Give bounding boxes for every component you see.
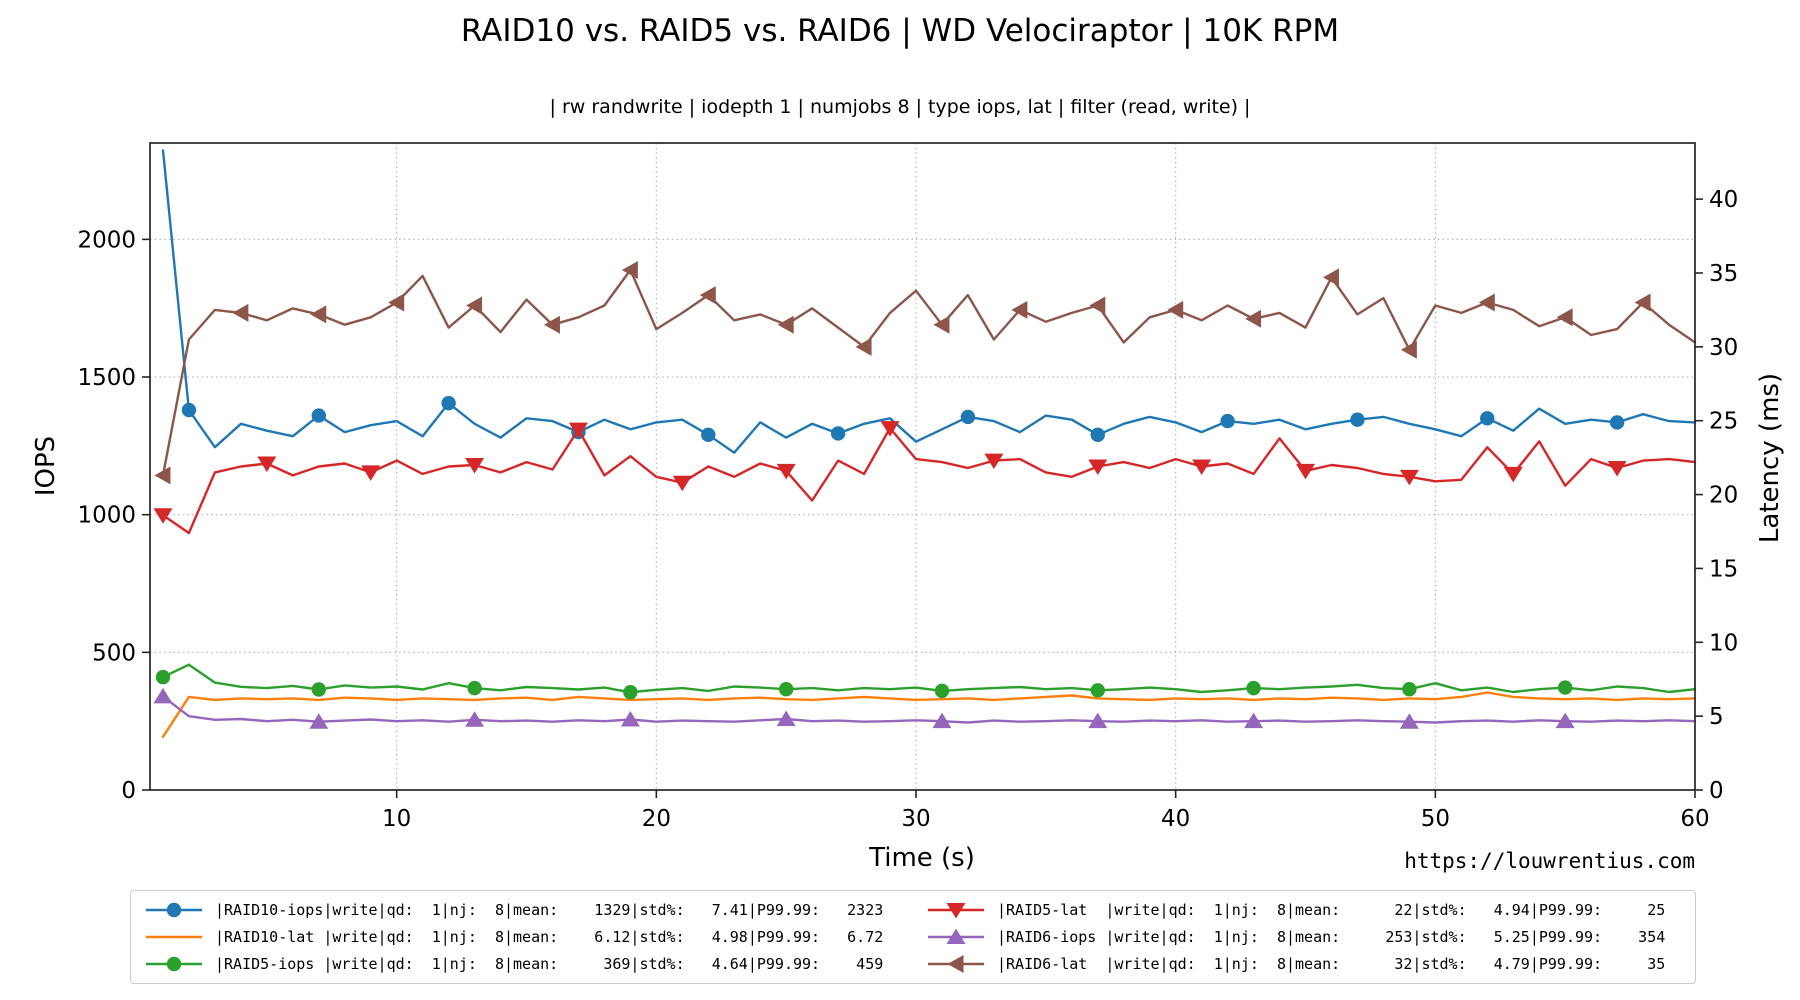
legend-item-raid10-iops: |RAID10-iops|write|qd: 1|nj: 8|mean: 132… <box>143 898 901 922</box>
svg-text:35: 35 <box>1709 261 1738 287</box>
svg-text:0: 0 <box>1709 778 1724 804</box>
legend-item-label: |RAID10-lat |write|qd: 1|nj: 8|mean: 6.1… <box>215 928 884 946</box>
legend-line-triangle-left-icon <box>928 955 984 973</box>
svg-text:2000: 2000 <box>77 227 136 253</box>
x-axis-label: Time (s) <box>869 843 975 873</box>
legend-line-triangle-up-icon <box>928 928 984 944</box>
svg-text:5: 5 <box>1709 704 1724 730</box>
svg-text:40: 40 <box>1709 187 1738 213</box>
svg-text:60: 60 <box>1680 806 1709 832</box>
chart-title: RAID10 vs. RAID5 vs. RAID6 | WD Velocira… <box>460 13 1340 49</box>
legend-item-raid5-iops: |RAID5-iops |write|qd: 1|nj: 8|mean: 369… <box>143 952 901 976</box>
svg-text:40: 40 <box>1161 806 1190 832</box>
legend-item-label: |RAID5-lat |write|qd: 1|nj: 8|mean: 22|s… <box>997 901 1666 919</box>
svg-text:0: 0 <box>121 778 136 804</box>
svg-text:25: 25 <box>1709 409 1738 435</box>
legend-item-raid10-lat: |RAID10-lat |write|qd: 1|nj: 8|mean: 6.1… <box>143 925 901 949</box>
watermark-url: https://louwrentius.com <box>1404 849 1695 873</box>
svg-text:30: 30 <box>1709 335 1738 361</box>
legend-line-icon <box>146 935 202 939</box>
svg-text:10: 10 <box>1709 630 1738 656</box>
legend-item-raid6-iops: |RAID6-iops |write|qd: 1|nj: 8|mean: 253… <box>925 925 1683 949</box>
legend: |RAID10-iops|write|qd: 1|nj: 8|mean: 132… <box>130 890 1696 984</box>
chart-subtitle: | rw randwrite | iodepth 1 | numjobs 8 |… <box>549 96 1251 118</box>
legend-item-raid6-lat: |RAID6-lat |write|qd: 1|nj: 8|mean: 32|s… <box>925 952 1683 976</box>
svg-text:1500: 1500 <box>77 365 136 391</box>
legend-item-label: |RAID5-iops |write|qd: 1|nj: 8|mean: 369… <box>215 955 884 973</box>
svg-text:1000: 1000 <box>77 503 136 529</box>
legend-line-circle-icon <box>146 902 202 918</box>
legend-item-raid5-lat: |RAID5-lat |write|qd: 1|nj: 8|mean: 22|s… <box>925 898 1683 922</box>
svg-text:50: 50 <box>1421 806 1450 832</box>
legend-line-circle-icon <box>146 956 202 972</box>
svg-text:10: 10 <box>382 806 411 832</box>
svg-text:30: 30 <box>901 806 930 832</box>
svg-text:20: 20 <box>1709 483 1738 509</box>
svg-text:20: 20 <box>642 806 671 832</box>
y-axis-label-left: IOPS <box>31 435 61 497</box>
legend-item-label: |RAID6-iops |write|qd: 1|nj: 8|mean: 253… <box>997 928 1666 946</box>
legend-item-label: |RAID6-lat |write|qd: 1|nj: 8|mean: 32|s… <box>997 955 1666 973</box>
svg-text:500: 500 <box>92 640 136 666</box>
legend-line-triangle-down-icon <box>928 903 984 919</box>
legend-item-label: |RAID10-iops|write|qd: 1|nj: 8|mean: 132… <box>215 901 884 919</box>
y-axis-label-right: Latency (ms) <box>1755 372 1785 544</box>
svg-text:15: 15 <box>1709 556 1738 582</box>
